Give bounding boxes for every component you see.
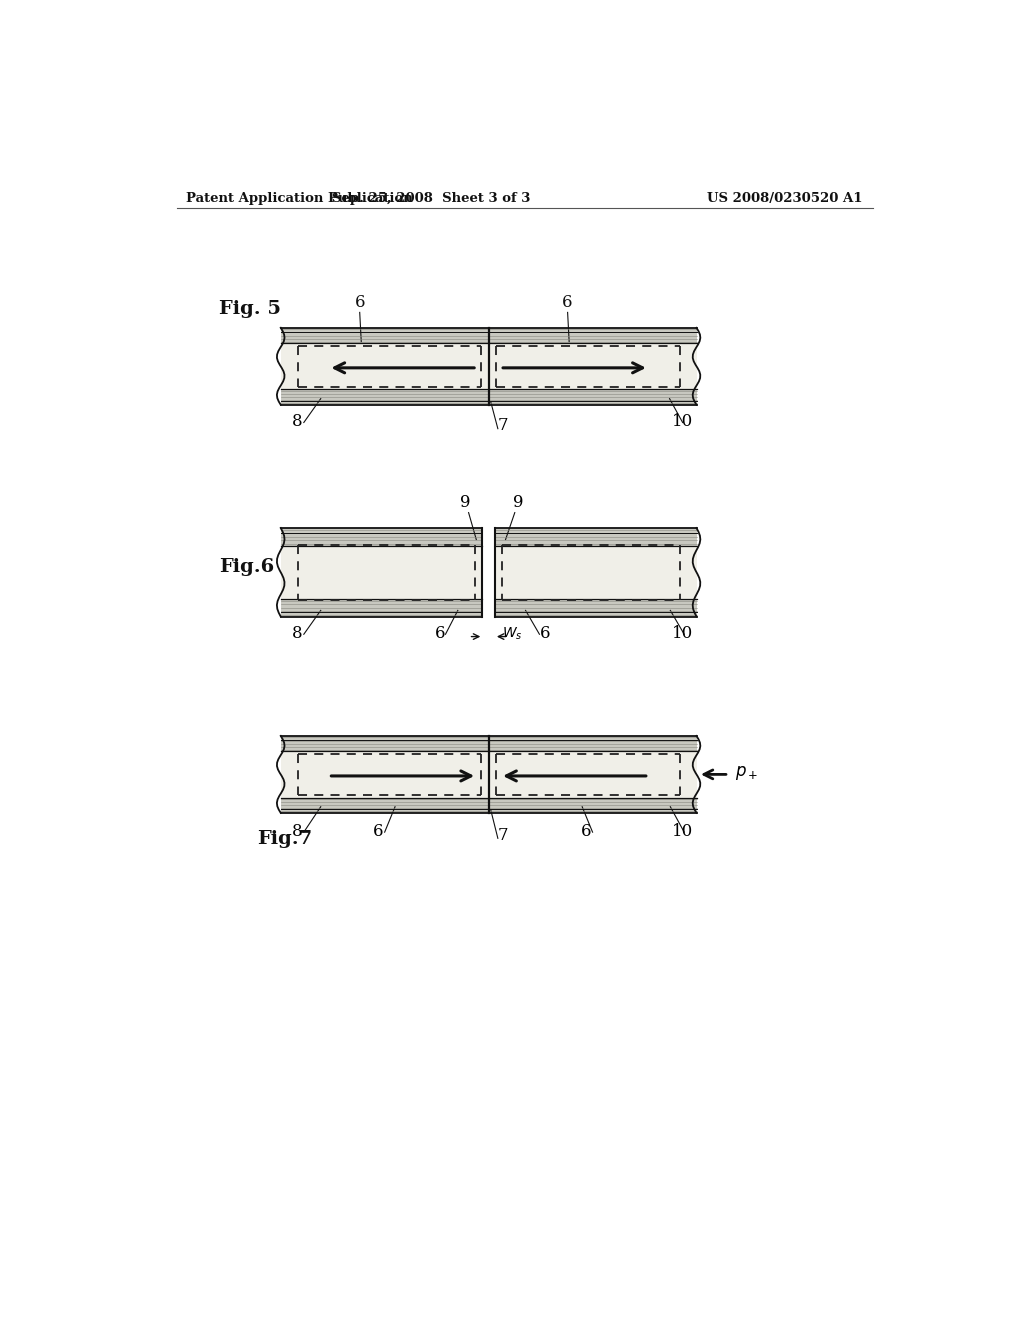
Text: US 2008/0230520 A1: US 2008/0230520 A1 [707, 191, 862, 205]
Polygon shape [281, 797, 488, 813]
Text: 6: 6 [435, 626, 445, 642]
Text: 10: 10 [672, 413, 693, 430]
Text: 6: 6 [354, 294, 365, 312]
Text: $p_+$: $p_+$ [735, 764, 759, 781]
Polygon shape [281, 327, 488, 343]
Polygon shape [488, 327, 696, 343]
Polygon shape [495, 545, 696, 599]
Polygon shape [281, 751, 488, 797]
Polygon shape [281, 737, 488, 751]
Text: 8: 8 [292, 626, 303, 642]
Text: Fig.6: Fig.6 [219, 558, 274, 576]
Text: 10: 10 [672, 626, 693, 642]
Polygon shape [281, 528, 482, 545]
Polygon shape [488, 343, 696, 389]
Polygon shape [488, 751, 696, 797]
Text: Fig. 5: Fig. 5 [219, 300, 282, 318]
Text: 8: 8 [292, 822, 303, 840]
Text: 6: 6 [562, 294, 572, 312]
Text: 6: 6 [581, 822, 592, 840]
Polygon shape [488, 797, 696, 813]
Polygon shape [281, 389, 488, 405]
Text: 8: 8 [292, 413, 303, 430]
Text: Sep. 25, 2008  Sheet 3 of 3: Sep. 25, 2008 Sheet 3 of 3 [332, 191, 530, 205]
Text: 7: 7 [498, 417, 508, 434]
Text: 10: 10 [672, 822, 693, 840]
Text: 7: 7 [498, 826, 508, 843]
Polygon shape [488, 737, 696, 751]
Text: 9: 9 [460, 494, 471, 511]
Polygon shape [488, 389, 696, 405]
Polygon shape [495, 599, 696, 616]
Text: 6: 6 [540, 626, 550, 642]
Text: 6: 6 [373, 822, 384, 840]
Text: Fig.7: Fig.7 [258, 830, 312, 847]
Polygon shape [281, 599, 482, 616]
Text: Patent Application Publication: Patent Application Publication [186, 191, 413, 205]
Polygon shape [495, 528, 696, 545]
Text: 9: 9 [513, 494, 523, 511]
Text: $W_s$: $W_s$ [503, 626, 523, 642]
Polygon shape [281, 545, 482, 599]
Polygon shape [281, 343, 488, 389]
